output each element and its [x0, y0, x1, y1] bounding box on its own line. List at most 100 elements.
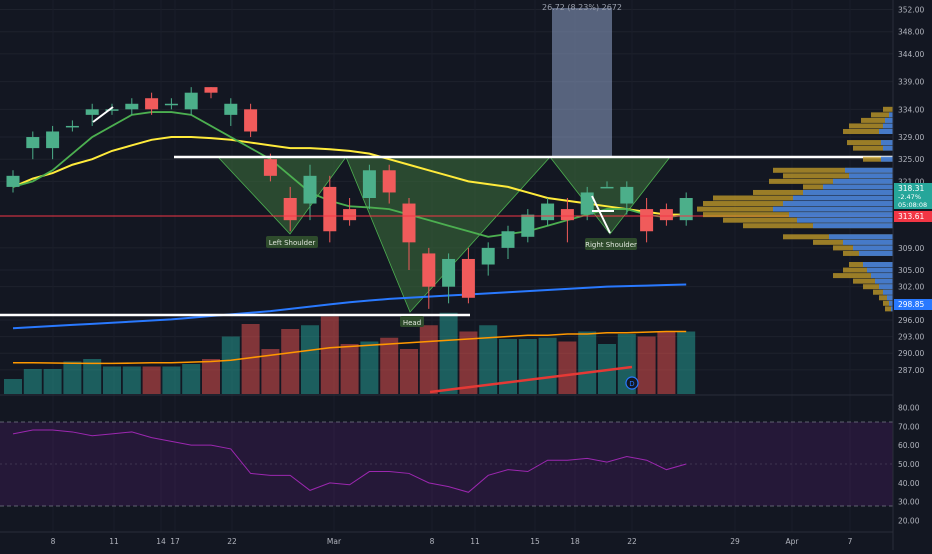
volume-bar	[241, 324, 260, 394]
volume-bar	[340, 344, 359, 394]
profile-bar	[783, 173, 893, 179]
candle	[659, 203, 673, 226]
profile-bar	[843, 128, 893, 134]
volume-bar	[221, 336, 240, 394]
volume-bar	[43, 369, 62, 394]
profile-bar	[769, 178, 893, 184]
rsi-tick-label: 20.00	[898, 517, 920, 526]
volume-bar	[518, 339, 537, 394]
price-tick-label: 339.00	[898, 78, 924, 87]
measure-box	[552, 8, 612, 158]
volume-bar	[320, 316, 339, 394]
volume-profile	[697, 106, 893, 312]
label-head: Head	[400, 316, 424, 327]
volume-bar	[301, 325, 319, 394]
measure-label: 26.72 (8.23%) 2672	[542, 3, 622, 12]
candle	[244, 103, 258, 138]
price-tick-label: 305.00	[898, 266, 924, 275]
profile-bar-blue	[881, 140, 893, 146]
price-tick-label: 334.00	[898, 105, 924, 114]
candle	[521, 209, 535, 243]
volume-trend-line	[429, 365, 633, 394]
ma-slow-line	[12, 136, 687, 216]
svg-text:Right Shoulder: Right Shoulder	[585, 241, 637, 249]
time-tick-label: 8	[430, 537, 435, 546]
candle	[65, 120, 79, 132]
profile-bar-blue	[803, 189, 893, 195]
time-tick-label: 17	[170, 537, 180, 546]
candle	[184, 87, 198, 115]
rsi-tick-label: 30.00	[898, 498, 920, 507]
candles	[6, 87, 693, 309]
candle	[382, 164, 396, 204]
candle	[422, 247, 436, 309]
profile-bar-blue	[843, 239, 893, 245]
candle	[105, 103, 119, 115]
profile-bar	[885, 306, 893, 312]
profile-bar-blue	[889, 300, 893, 306]
profile-bar	[833, 273, 893, 279]
last-price-value: 318.31	[898, 184, 924, 193]
candle	[501, 225, 515, 259]
profile-bar-blue	[885, 117, 893, 123]
time-tick-label: 14	[156, 537, 166, 546]
candle	[224, 98, 238, 126]
time-tick-label: 22	[227, 537, 237, 546]
price-tick-label: 293.00	[898, 333, 924, 342]
volume-bar	[202, 359, 220, 394]
candle	[580, 186, 594, 221]
volume-bars	[4, 312, 696, 394]
price-axis[interactable]: 352.00 348.00 344.00 339.00 334.00 329.00 325.…	[898, 6, 924, 375]
ma-200-line	[12, 283, 687, 330]
profile-bar-blue	[813, 223, 893, 229]
profile-bar-blue	[867, 267, 893, 273]
ma200-price-tag: 298.85	[894, 299, 932, 310]
volume-bar	[122, 366, 141, 394]
volume-bar	[459, 331, 478, 394]
label-left-shoulder: Left Shoulder	[266, 236, 318, 248]
last-price-change: -2.47%	[898, 193, 921, 201]
profile-bar-blue	[875, 278, 893, 284]
price-tick-label: 287.00	[898, 366, 924, 375]
time-tick-label: 11	[109, 537, 119, 546]
volume-bar	[479, 325, 498, 394]
profile-bar-blue	[883, 289, 893, 295]
volume-ma-line	[13, 330, 687, 365]
candle	[560, 198, 574, 243]
profile-bar	[853, 145, 893, 151]
trend-mark-1	[92, 106, 114, 123]
profile-bar	[879, 295, 893, 301]
volume-bar	[261, 349, 280, 394]
profile-bar-blue	[883, 123, 893, 129]
profile-bar-blue	[823, 184, 893, 190]
time-axis[interactable]: 8 11 14 17 22 Mar 8 11 15 18 22 29 Apr 7	[51, 537, 853, 546]
time-tick-label: 8	[51, 537, 56, 546]
candle	[85, 103, 99, 126]
profile-bar-blue	[773, 206, 893, 212]
profile-bar	[883, 300, 893, 306]
countdown: 05:08:08	[898, 201, 927, 209]
profile-bar-blue	[797, 217, 893, 223]
profile-bar-blue	[845, 167, 893, 173]
profile-bar-blue	[853, 245, 893, 251]
rsi-tick-label: 80.00	[898, 403, 920, 412]
candle	[362, 164, 376, 210]
volume-bar	[419, 325, 438, 394]
svg-text:313.61: 313.61	[898, 212, 924, 221]
price-tick-label: 348.00	[898, 28, 924, 37]
volume-bar	[142, 366, 161, 394]
profile-bar	[773, 167, 893, 173]
profile-bar-blue	[887, 295, 893, 301]
volume-bar	[637, 336, 656, 394]
profile-bar-blue	[783, 201, 893, 207]
candle	[481, 242, 495, 276]
candle	[442, 253, 456, 304]
rsi-tick-label: 50.00	[898, 460, 920, 469]
rsi-axis[interactable]: 80.00 70.00 60.00 50.00 40.00 30.00 20.00	[898, 403, 920, 525]
dividend-marker[interactable]: D	[625, 376, 639, 390]
candle	[164, 98, 178, 110]
profile-bar	[863, 156, 893, 162]
price-tick-label: 325.00	[898, 155, 924, 164]
